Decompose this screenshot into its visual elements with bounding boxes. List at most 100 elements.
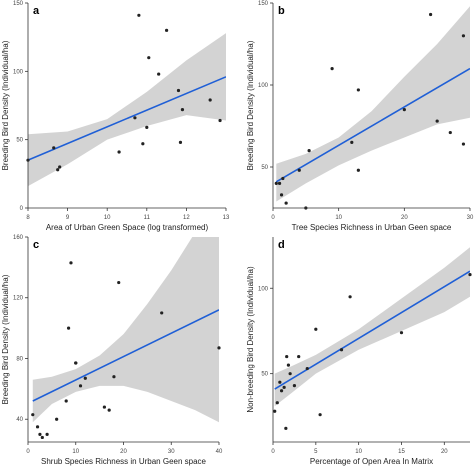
data-point [286,363,291,367]
x-tick-label: 30 [168,449,175,455]
data-point [66,326,71,330]
confidence-band [32,237,219,423]
panel-letter: d [278,239,285,251]
data-point [52,146,56,150]
data-point [274,181,278,185]
y-axis-label: Breeding Bird Density (Individual/ha) [1,274,10,404]
data-point [279,193,284,197]
confidence-band [28,33,226,187]
data-point [176,88,181,93]
x-axis-label: Tree Species Richness in Urban Geen spac… [292,223,452,232]
y-tick-label: 0 [20,206,24,212]
x-axis-label: Area of Urban Green Space (log transform… [46,223,209,232]
data-point [448,130,452,135]
data-point [145,125,149,129]
data-point [282,385,286,389]
data-point [147,56,151,60]
x-axis-label: Shrub Species Richness in Urban Geen spa… [41,457,207,466]
y-tick-label: 80 [16,356,23,362]
data-point [107,408,111,412]
data-point [356,168,360,172]
data-point [102,405,106,409]
y-axis-label: Non-breeding Bird Density (Individual/ha… [246,266,255,413]
data-point [297,168,301,172]
data-point [277,181,282,185]
x-tick-label: 0 [26,449,30,455]
data-point [58,165,62,169]
x-tick-label: 8 [26,215,30,221]
data-point [288,372,292,376]
x-tick-label: 13 [223,215,230,221]
panel-letter: a [33,5,40,17]
data-point [208,98,212,102]
panel-c: 0 10 20 30 40 40 80 120 160 Shrub Species Richnes… [1,235,223,466]
data-point [117,280,121,285]
y-tick-label: 150 [258,1,269,7]
data-point [273,409,277,413]
y-tick-label: 100 [258,83,269,89]
data-point [275,401,279,405]
data-point [133,116,137,120]
data-point [285,354,289,359]
data-point [330,67,334,71]
panel-b: 0 10 20 30 50 100 150 Tree Species Richness in … [246,1,474,232]
regression-line [275,67,470,183]
panel-a: 8 9 10 11 12 13 0 50 100 150 Area of Urban Green S… [1,1,230,232]
data-point [399,331,404,335]
regression-line [32,309,219,402]
data-point [83,376,87,380]
data-point [356,88,360,92]
x-tick-label: 9 [66,215,70,221]
data-point [217,346,221,350]
x-tick-label: 12 [183,215,190,221]
data-point [218,118,222,123]
x-tick-label: 40 [216,449,223,455]
panel-letter: c [33,239,39,251]
data-point [74,361,78,365]
x-tick-label: 10 [355,449,362,455]
data-point [78,384,83,388]
data-point [281,176,285,181]
data-point [348,295,352,299]
data-point [45,432,49,437]
x-tick-label: 10 [335,215,342,221]
data-point [157,72,161,76]
panel-d: 0 5 10 15 20 50 100 Percentage of Open Area In … [246,237,472,466]
x-tick-label: 20 [441,449,448,455]
data-point [402,108,406,112]
x-tick-label: 0 [271,449,275,455]
y-tick-label: 100 [258,286,269,292]
confidence-band [274,247,470,407]
data-point [279,389,284,393]
data-point [38,432,42,437]
x-tick-label: 30 [467,215,474,221]
data-point [112,375,116,379]
data-point [284,426,288,430]
y-tick-label: 120 [13,296,24,302]
data-point [305,366,309,371]
y-tick-label: 40 [16,417,23,423]
y-axis-label: Breeding Bird Density (Individual/ha) [1,40,10,170]
data-point [117,150,121,154]
y-tick-label: 50 [16,138,23,144]
data-point [284,201,288,205]
data-point [35,425,40,429]
data-point [56,168,60,172]
data-point [165,28,169,32]
data-point [178,140,183,144]
data-point [40,435,44,440]
data-point [468,272,472,277]
x-tick-label: 20 [401,215,408,221]
data-point [429,12,433,17]
data-point [278,380,282,384]
regression-line [28,76,226,161]
x-axis-label: Percentage of Open Area In Matrix [310,457,433,466]
x-tick-label: 0 [271,215,275,221]
data-point [318,413,322,417]
data-point [31,413,35,417]
confidence-band [276,6,470,202]
x-tick-label: 10 [104,215,111,221]
data-point [141,142,145,146]
data-point [461,34,466,38]
data-point [160,311,164,315]
